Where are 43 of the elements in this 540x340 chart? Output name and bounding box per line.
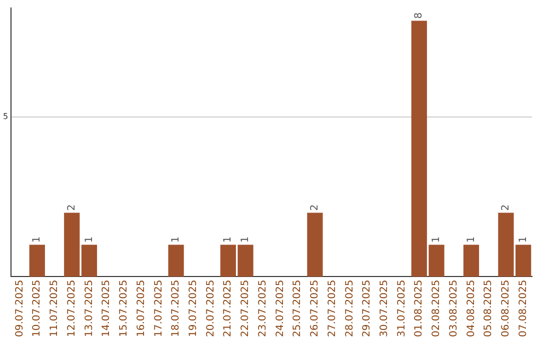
x-tick-label: 25.07.2025: [292, 280, 304, 338]
x-tick-label: 04.08.2025: [466, 280, 477, 338]
y-tick-label: 5: [2, 112, 8, 121]
data-label: 1: [170, 236, 182, 243]
x-tick-label: 12.07.2025: [66, 280, 78, 338]
x-tick-label: 26.07.2025: [310, 280, 321, 338]
data-label: 1: [518, 236, 529, 243]
data-label: 8: [414, 12, 425, 19]
x-tick-label: 18.07.2025: [170, 280, 182, 338]
x-tick-label: 27.07.2025: [326, 280, 338, 338]
x-tick-label: 03.08.2025: [448, 280, 460, 338]
x-tick-label: 19.07.2025: [188, 280, 199, 338]
x-tick-label: 16.07.2025: [136, 280, 147, 338]
data-label: 1: [84, 236, 95, 243]
x-tick-label: 21.07.2025: [222, 280, 234, 338]
x-tick-label: 29.07.2025: [362, 280, 373, 338]
data-label: 1: [466, 236, 477, 243]
data-label: 2: [66, 204, 78, 211]
data-label: 1: [431, 236, 442, 243]
x-tick-label: 28.07.2025: [344, 280, 356, 338]
x-tick-label: 13.07.2025: [84, 280, 95, 338]
x-tick-label: 05.08.2025: [483, 280, 494, 338]
data-label: 1: [32, 236, 43, 243]
data-label: 2: [310, 204, 321, 211]
x-tick-label: 10.07.2025: [32, 280, 43, 338]
x-tick-label: 30.07.2025: [379, 280, 390, 338]
data-label: 1: [222, 236, 234, 243]
x-tick-label: 14.07.2025: [101, 280, 112, 338]
data-label: 1: [240, 236, 252, 243]
x-tick-label: 01.08.2025: [414, 280, 425, 338]
x-tick-label: 23.07.2025: [257, 280, 268, 338]
x-tick-label: 07.08.2025: [518, 280, 529, 338]
x-tick-label: 15.07.2025: [118, 280, 130, 338]
x-tick-label: 09.07.2025: [14, 280, 26, 338]
x-tick-label: 20.07.2025: [205, 280, 216, 338]
x-tick-label: 06.08.2025: [500, 280, 512, 338]
data-label: 2: [500, 204, 512, 211]
x-tick-label: 31.07.2025: [396, 280, 408, 338]
x-tick-label: 11.07.2025: [49, 280, 60, 338]
x-tick-label: 24.07.2025: [274, 280, 286, 338]
x-tick-label: 02.08.2025: [431, 280, 442, 338]
x-tick-label: 22.07.2025: [240, 280, 252, 338]
x-tick-label: 17.07.2025: [153, 280, 164, 338]
